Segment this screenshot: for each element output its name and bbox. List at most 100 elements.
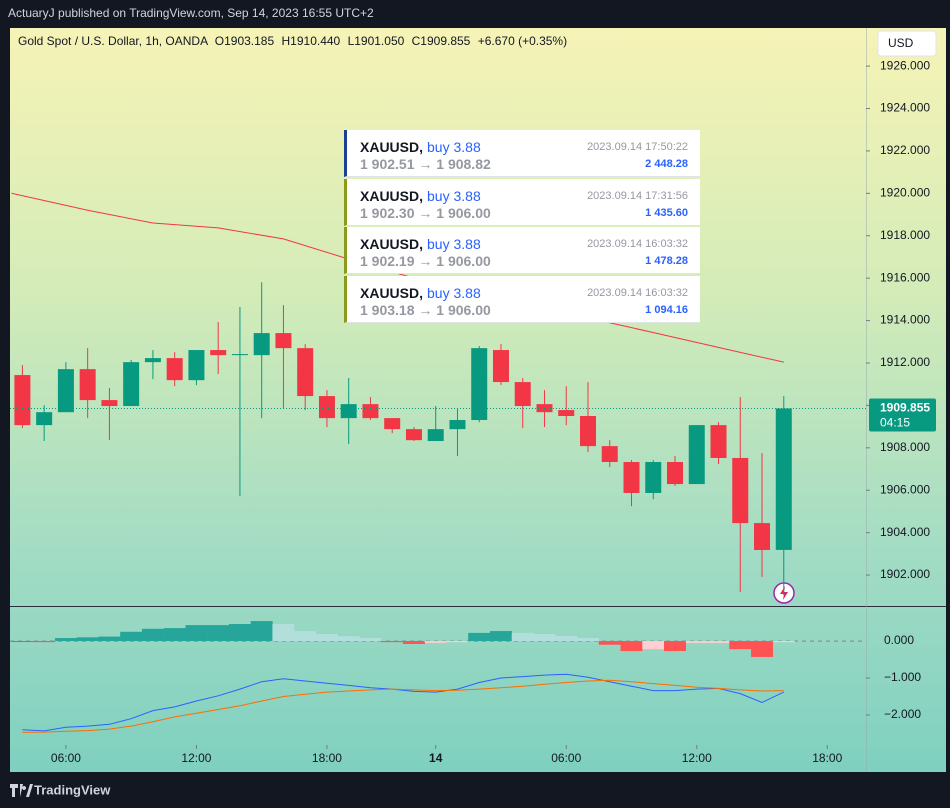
trade-prices: 1 902.51 → 1 908.82: [360, 156, 491, 172]
histogram-bar: [33, 641, 56, 643]
histogram-bar: [685, 641, 708, 643]
trade-prices: 1 902.19 → 1 906.00: [360, 253, 491, 269]
histogram-bar: [228, 624, 251, 642]
candle-body: [101, 400, 118, 407]
candle-body: [166, 358, 183, 381]
macd-line: [22, 673, 785, 732]
histogram-bar: [707, 641, 730, 643]
candle-body: [14, 375, 31, 426]
trade-time: 2023.09.14 17:31:56: [587, 189, 688, 202]
candle-body: [645, 462, 662, 493]
candle-body: [623, 462, 640, 493]
histogram-bar: [642, 641, 665, 650]
candle-body: [36, 412, 53, 426]
last-price-label: 1909.855: [880, 401, 930, 415]
histogram-bar: [250, 621, 273, 642]
histogram-bar: [337, 636, 360, 642]
x-tick-label: 18:00: [812, 751, 842, 765]
trade-prices: 1 902.30 → 1 906.00: [360, 204, 491, 221]
footer-logo: [10, 784, 33, 797]
candle-body: [384, 418, 401, 430]
legend-value: C1909.855: [412, 34, 471, 48]
candle-body: [57, 369, 74, 413]
histogram-bar: [402, 641, 425, 644]
histogram-bar: [555, 635, 578, 642]
y-tick-label: 1908.000: [880, 440, 930, 454]
histogram-bar: [294, 631, 317, 642]
histogram-bar: [729, 641, 752, 650]
footer: TradingView: [34, 782, 111, 797]
legend-value: H1910.440: [282, 34, 341, 48]
trade-time: 2023.09.14 16:03:32: [587, 238, 688, 250]
histogram-bar: [315, 634, 338, 642]
trade-profit: 1 435.60: [645, 206, 688, 219]
y-tick-label: −2.000: [884, 707, 921, 721]
histogram-bar: [598, 641, 621, 645]
y-tick-label: 1906.000: [880, 482, 930, 496]
candle-body: [514, 382, 531, 407]
candle-body: [558, 410, 575, 416]
x-tick-label: 06:00: [551, 751, 581, 765]
legend-value: +6.670 (+0.35%): [478, 34, 567, 48]
trade-side: buy 3.88: [427, 187, 481, 204]
trade-symbol: XAUUSD, buy 3.88: [360, 236, 481, 252]
histogram-bar: [185, 625, 208, 642]
candle-body: [471, 348, 488, 421]
trade-side: buy 3.88: [427, 139, 481, 155]
candle-body: [123, 362, 140, 407]
candle-body: [297, 348, 314, 397]
y-tick-label: 1920.000: [880, 186, 930, 200]
histogram-bar: [272, 624, 295, 642]
trade-time: 2023.09.14 16:03:32: [587, 286, 688, 299]
symbol-legend: Gold Spot / U.S. Dollar, 1h, OANDA O1903…: [18, 34, 567, 48]
histogram-bar: [468, 632, 491, 642]
histogram-bar: [751, 641, 774, 657]
histogram-bar: [772, 641, 795, 643]
x-tick-label: 14: [429, 751, 443, 765]
trade-symbol: XAUUSD, buy 3.88: [360, 188, 481, 204]
histogram-bar: [207, 625, 230, 642]
candle-body: [188, 350, 205, 381]
currency-button[interactable]: [877, 30, 937, 57]
candle-body: [449, 420, 466, 430]
trade-symbol-text: XAUUSD,: [360, 187, 424, 204]
histogram-bar: [163, 628, 186, 642]
histogram-bar: [620, 641, 643, 652]
trade-time: 2023.09.14 17:50:22: [587, 141, 688, 153]
candle-body: [79, 369, 96, 401]
trade-card: XAUUSD, buy 3.88 1 903.18 → 1 906.00 2023…: [344, 275, 700, 323]
legend-value: L1901.050: [348, 34, 405, 48]
candle-body: [210, 350, 227, 356]
trade-card: XAUUSD, buy 3.88 1 902.19 → 1 906.00 2023…: [344, 227, 700, 274]
candle-body: [601, 446, 618, 463]
last-price-box: [869, 398, 936, 432]
histogram-bar: [489, 631, 512, 642]
trade-profit: 1 478.28: [645, 255, 688, 267]
histogram-bar: [98, 636, 121, 642]
y-tick-label: 1922.000: [880, 143, 930, 157]
candle-body: [667, 462, 684, 485]
histogram-bar: [664, 641, 687, 652]
histogram-bar: [576, 638, 599, 642]
y-tick-label: 1918.000: [880, 228, 930, 242]
candle-body: [231, 354, 248, 356]
candle-body: [405, 429, 422, 441]
trade-side: buy 3.88: [427, 284, 481, 301]
x-tick-label: 12:00: [181, 751, 211, 765]
y-tick-label: 1926.000: [880, 58, 930, 72]
histogram-bar: [76, 637, 99, 642]
histogram-bar: [120, 631, 143, 642]
y-tick-label: 1914.000: [880, 313, 930, 327]
candle-body: [579, 415, 596, 447]
trade-symbol-text: XAUUSD,: [360, 236, 424, 252]
currency-label[interactable]: USD: [888, 36, 914, 50]
candle-body: [144, 358, 161, 363]
macd-line: [22, 679, 784, 733]
candle-body: [775, 408, 792, 550]
countdown-label: 04:15: [880, 416, 910, 430]
candle-body: [688, 425, 705, 485]
histogram-bar: [381, 641, 404, 643]
y-tick-label: 1924.000: [880, 101, 930, 115]
candle-body: [253, 333, 270, 356]
